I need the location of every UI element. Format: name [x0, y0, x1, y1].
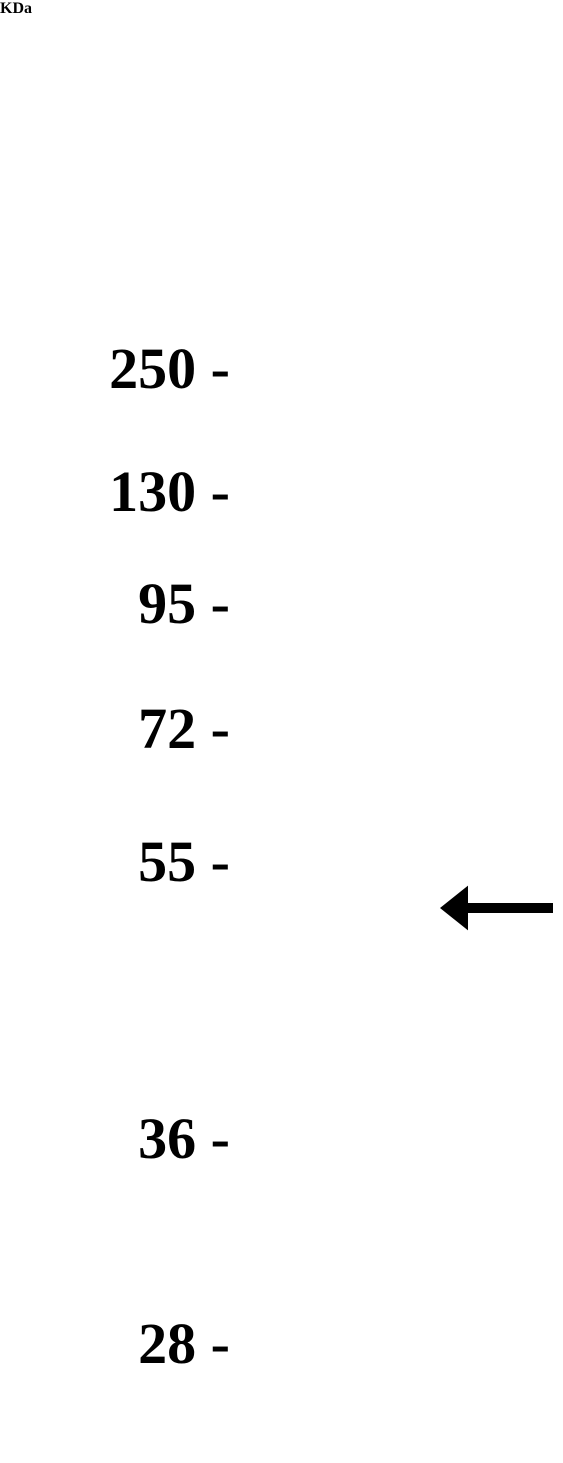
unit-label: KDa: [0, 0, 32, 18]
marker-130: 130 -: [109, 458, 230, 525]
marker-55: 55 -: [138, 828, 230, 895]
marker-72: 72 -: [138, 695, 230, 762]
marker-95: 95 -: [138, 570, 230, 637]
western-blot-figure: KDa R Skm 250 -130 -95 -72 -55 -36 -28 -: [0, 0, 563, 1463]
marker-28: 28 -: [138, 1310, 230, 1377]
marker-36: 36 -: [138, 1105, 230, 1172]
arrow-icon: [440, 880, 553, 941]
marker-250: 250 -: [109, 335, 230, 402]
